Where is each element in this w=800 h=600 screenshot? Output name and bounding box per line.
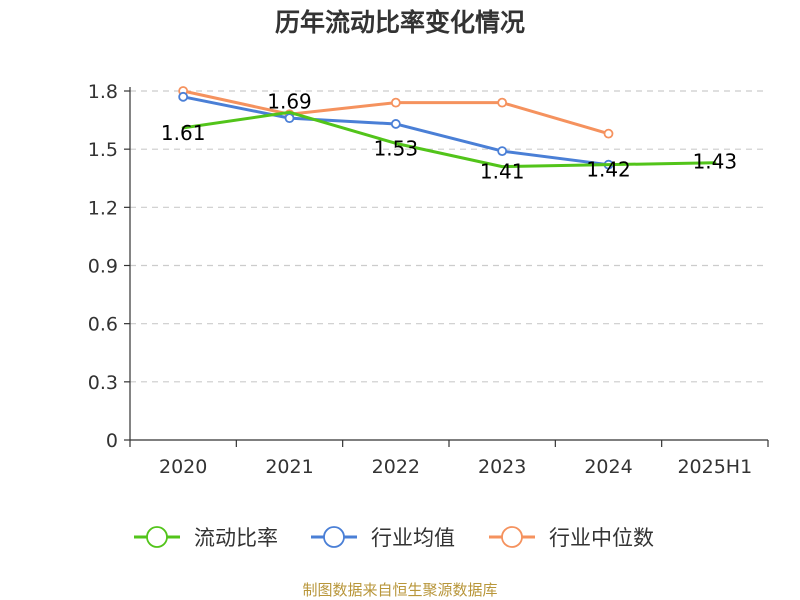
- y-tick-label: 0.3: [88, 372, 118, 394]
- y-tick-label: 0: [106, 430, 118, 452]
- legend-item[interactable]: 行业中位数: [489, 526, 654, 550]
- data-point: [178, 91, 189, 102]
- data-label: 1.69: [267, 89, 312, 113]
- x-tick-label: 2022: [372, 456, 420, 478]
- x-tick-label: 2024: [584, 456, 632, 478]
- data-point: [497, 97, 508, 108]
- axes: 0 0.3 0.6 0.9 1.2 1.5 1.8 2020 2021 2022 2023 2024 2…: [88, 81, 769, 478]
- y-tick-label: 1.5: [88, 139, 118, 161]
- legend-item[interactable]: 流动比率: [134, 526, 278, 550]
- data-point: [284, 113, 295, 124]
- y-tick-label: 1.8: [88, 81, 118, 103]
- data-label: 1.42: [586, 158, 631, 182]
- y-tick-label: 1.2: [88, 197, 118, 219]
- data-point: [497, 146, 508, 157]
- data-point: [390, 119, 401, 129]
- legend-label: 流动比率: [194, 526, 278, 550]
- source-note: 制图数据来自恒生聚源数据库: [302, 581, 497, 599]
- legend-item[interactable]: 行业均值: [311, 526, 455, 550]
- data-point: [603, 128, 614, 139]
- legend-marker: [501, 526, 523, 548]
- legend-marker: [323, 526, 345, 548]
- data-point: [390, 97, 401, 108]
- legend-label: 行业中位数: [549, 526, 654, 550]
- x-tick-label: 2020: [159, 456, 207, 478]
- y-tick-label: 0.6: [88, 314, 118, 336]
- data-label: 1.41: [480, 160, 525, 184]
- data-label: 1.43: [693, 150, 738, 174]
- x-tick-label: 2021: [265, 456, 313, 478]
- legend-label: 行业均值: [371, 526, 455, 550]
- grid-lines: [130, 90, 768, 383]
- x-tick-label: 2023: [478, 456, 526, 478]
- series-line: [181, 110, 717, 169]
- y-tick-label: 0.9: [88, 256, 118, 278]
- legend[interactable]: 流动比率 行业均值 行业中位数: [134, 526, 654, 550]
- data-label: 1.61: [161, 121, 206, 145]
- x-tick-label: 2025H1: [677, 456, 752, 478]
- chart-title: 历年流动比率变化情况: [275, 8, 525, 37]
- data-labels: 1.61 1.69 1.53 1.41 1.42 1.43: [161, 89, 737, 183]
- legend-marker: [146, 526, 168, 548]
- data-label: 1.53: [374, 136, 419, 160]
- series-layer: [178, 86, 717, 170]
